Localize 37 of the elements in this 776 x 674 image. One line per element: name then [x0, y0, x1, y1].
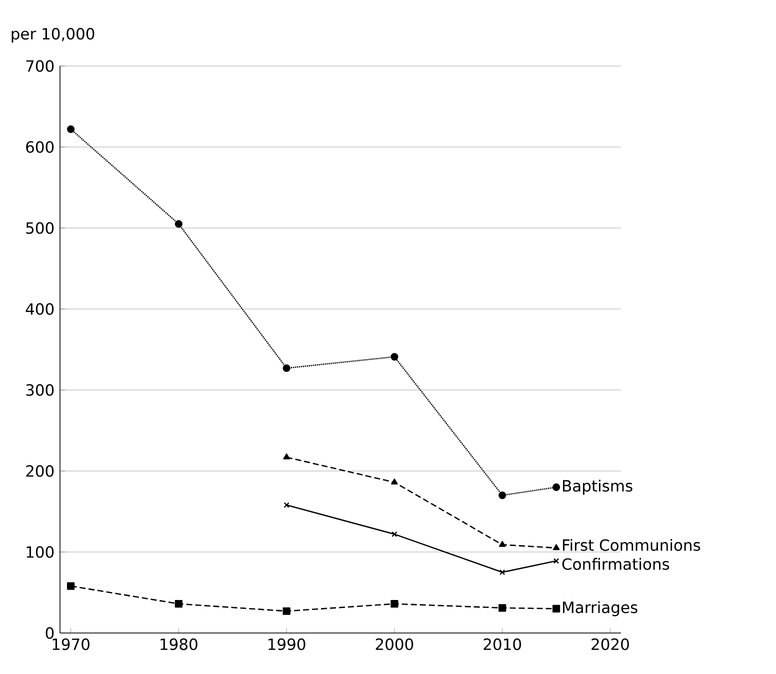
point [283, 453, 290, 460]
x-tick-label: 1990 [268, 638, 306, 650]
series-label: Confirmations [562, 558, 670, 570]
point [390, 352, 398, 361]
point [391, 478, 398, 485]
y-tick-label: 600 [26, 141, 54, 153]
x-tick-label: 2010 [484, 638, 522, 650]
series-label: Marriages [562, 601, 638, 616]
x-tick-label: 2020 [592, 638, 629, 650]
y-tick-label: 100 [26, 546, 54, 558]
point [174, 220, 182, 228]
point [66, 125, 75, 133]
point [174, 600, 182, 608]
x-tick-label: 1980 [160, 638, 198, 650]
point [552, 544, 560, 550]
y-tick-label: 300 [26, 384, 54, 396]
x-tick-label: 2000 [376, 638, 414, 650]
point [498, 492, 506, 500]
y-tick-label: 0 [46, 627, 54, 639]
point [498, 604, 506, 612]
point [392, 531, 398, 538]
series-label: First Communions [562, 538, 700, 551]
y-tick-label: 700 [26, 60, 54, 72]
y-tick-label: 200 [26, 465, 54, 477]
point [390, 600, 398, 608]
point [499, 569, 506, 576]
point [66, 582, 75, 590]
y-tick-label: 500 [26, 222, 54, 234]
y-tick-label: 400 [26, 303, 54, 315]
point [552, 483, 560, 491]
x-tick-label: 1970 [52, 638, 90, 650]
point [552, 604, 560, 612]
point [498, 540, 506, 547]
series-label: Baptisms [562, 480, 632, 495]
y-axis-title: per 10,000 [12, 28, 94, 43]
point [282, 364, 290, 372]
point [282, 607, 290, 615]
